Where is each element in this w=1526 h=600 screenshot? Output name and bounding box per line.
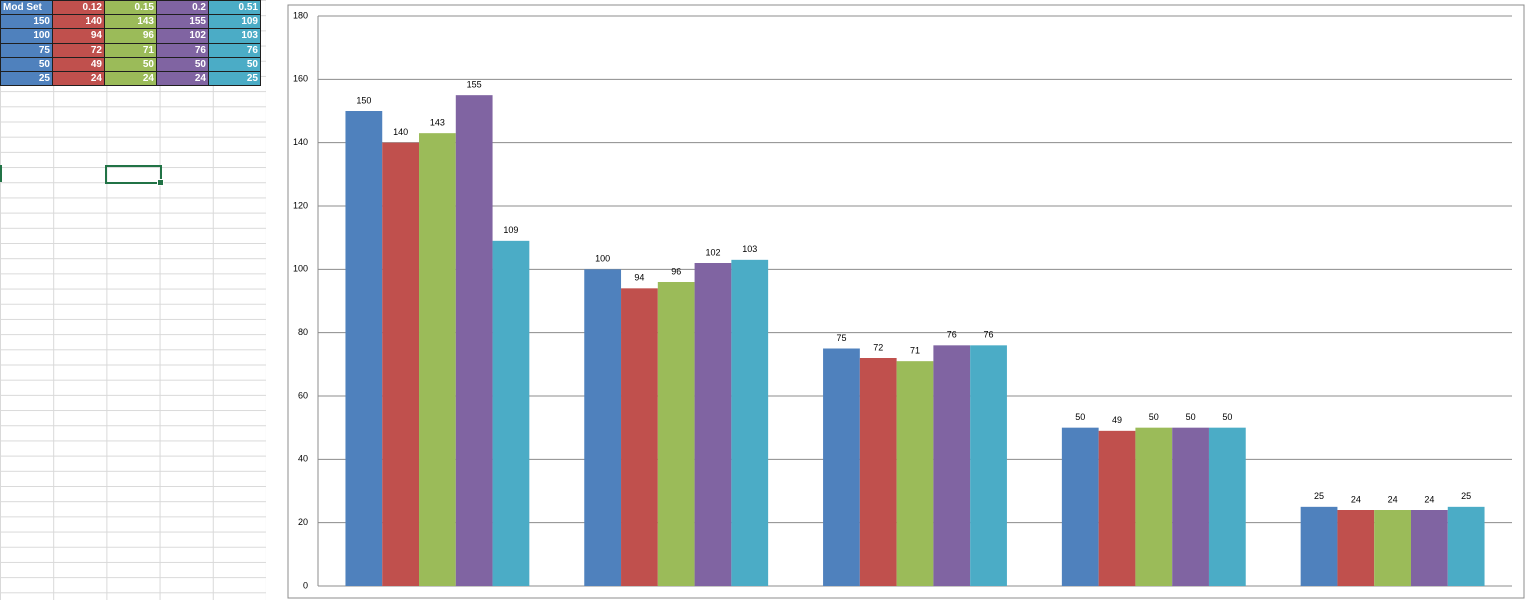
table-row: 100 94 96 102 103 [0,28,261,44]
data-label: 50 [1222,412,1232,422]
bar [382,142,420,586]
data-label: 72 [873,342,883,352]
bar [345,111,383,586]
data-label: 103 [742,244,757,254]
y-tick-label: 180 [293,10,308,20]
table-row: 50 49 50 50 50 [0,56,261,72]
y-tick-label: 60 [298,390,308,400]
data-label: 140 [393,127,408,137]
bar [1337,510,1375,586]
table-cell[interactable]: 24 [104,70,157,87]
y-tick-label: 140 [293,137,308,147]
data-label: 24 [1424,494,1434,504]
y-tick-label: 40 [298,454,308,464]
data-label: 50 [1149,412,1159,422]
data-label: 50 [1075,412,1085,422]
bar [621,288,658,586]
bar [970,345,1007,586]
table-cell[interactable]: 0.15 [104,0,157,16]
table-cell[interactable]: 100 [0,28,53,44]
bar [1098,430,1136,586]
bar [1135,427,1173,586]
table-cell[interactable]: 24 [156,70,209,87]
data-label: 109 [503,225,518,235]
table-row: 25 24 24 24 25 [0,70,261,87]
table-cell[interactable]: 50 [156,56,209,72]
data-label: 143 [430,118,445,128]
bar [492,240,530,587]
data-label: 49 [1112,415,1122,425]
data-label: 25 [1314,491,1324,501]
table-cell[interactable]: 50 [104,56,157,72]
y-tick-label: 100 [293,264,308,274]
bar [1374,510,1411,586]
bar [933,345,971,586]
data-label: 24 [1351,494,1361,504]
bar [731,259,769,586]
bar [584,269,622,586]
bar [1172,427,1209,586]
data-table: Mod Set 0.12 0.15 0.2 0.51 150 140 143 155 109 100… [0,0,261,87]
spreadsheet-grid [0,0,266,600]
selected-cell[interactable] [105,165,164,186]
bar [1208,427,1246,586]
bar [896,361,934,586]
table-cell[interactable]: 0.51 [208,0,261,16]
data-label: 25 [1461,491,1471,501]
table-cell[interactable]: 143 [104,14,157,30]
bar [823,348,860,586]
table-row: Mod Set 0.12 0.15 0.2 0.51 [0,0,261,16]
table-row: 75 72 71 76 76 [0,42,261,58]
data-label: 155 [467,80,482,90]
bar [1061,427,1099,586]
data-label: 75 [836,333,846,343]
table-cell[interactable]: 50 [208,56,261,72]
table-cell[interactable]: 109 [208,14,261,30]
data-label: 24 [1388,494,1398,504]
bar [859,358,897,586]
table-cell[interactable]: 50 [0,56,53,72]
data-label: 94 [634,273,644,283]
table-cell[interactable]: 49 [52,56,105,72]
data-label: 102 [705,247,720,257]
data-label: 50 [1186,412,1196,422]
y-tick-label: 0 [303,580,308,590]
table-cell[interactable]: 75 [0,42,53,58]
table-cell[interactable]: 25 [0,70,53,87]
table-cell[interactable]: 25 [208,70,261,87]
bar [455,95,493,587]
data-label: 76 [984,330,994,340]
table-row: 150 140 143 155 109 [0,14,261,30]
y-tick-label: 20 [298,517,308,527]
data-label: 96 [671,266,681,276]
bar [1447,506,1485,586]
bar [694,263,732,586]
table-cell[interactable]: 150 [0,14,53,30]
table-cell[interactable]: 140 [52,14,105,30]
data-label: 76 [947,330,957,340]
data-label: 100 [595,254,610,264]
bar [657,282,695,586]
y-tick-label: 80 [298,327,308,337]
table-cell[interactable]: 103 [208,28,261,44]
bar [1410,510,1448,586]
bar [419,133,456,586]
bar [1300,506,1338,586]
table-cell[interactable]: 155 [156,14,209,30]
data-label: 71 [910,346,920,356]
data-label: 150 [356,95,371,105]
table-cell[interactable]: 72 [52,42,105,58]
table-cell[interactable]: 24 [52,70,105,87]
y-tick-label: 160 [293,74,308,84]
table-cell[interactable]: 96 [104,28,157,44]
row-indicator [0,165,2,182]
y-tick-label: 120 [293,200,308,210]
